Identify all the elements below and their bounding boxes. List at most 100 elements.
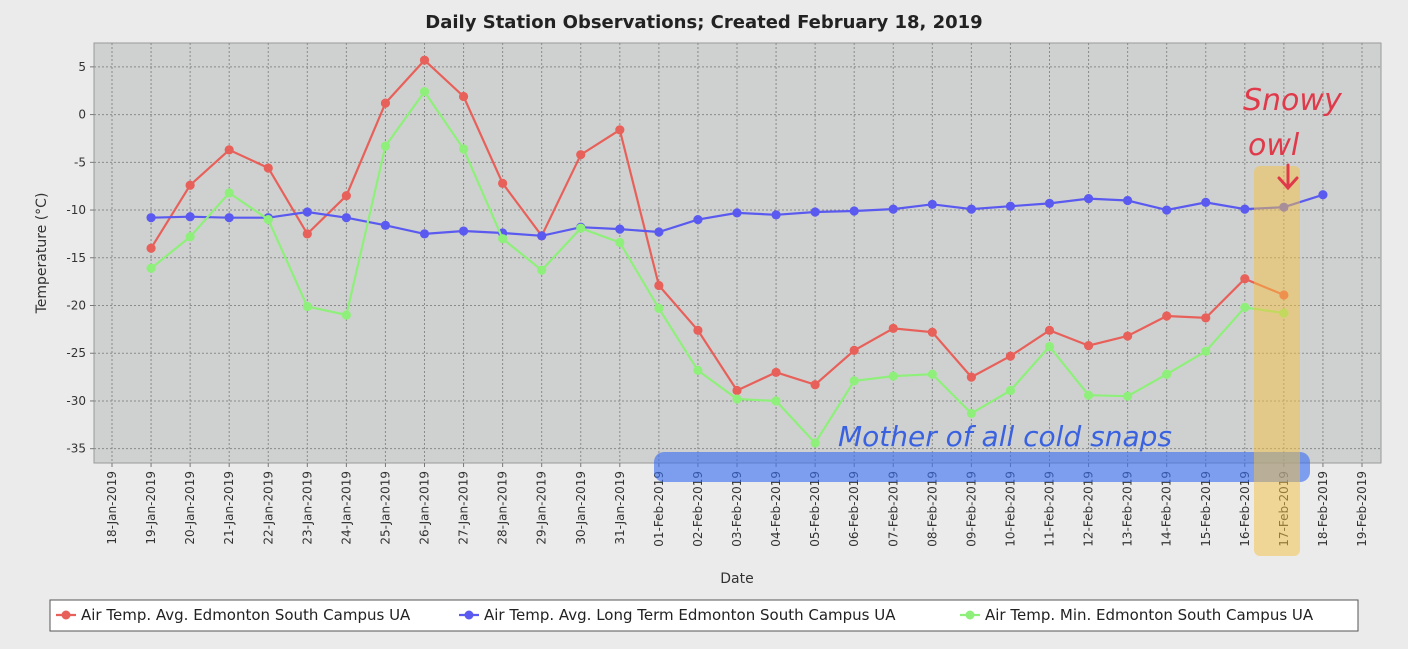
data-point: [1240, 302, 1250, 313]
data-point: [576, 150, 586, 160]
x-tick-label: 18-Jan-2019: [105, 471, 119, 545]
y-axis-label: Temperature (°C): [34, 193, 50, 315]
data-point: [654, 303, 664, 313]
x-tick-label: 20-Jan-2019: [183, 471, 197, 545]
x-tick-label: 14-Feb-2019: [1160, 471, 1174, 547]
legend: Air Temp. Avg. Edmonton South Campus UA A…: [56, 606, 1314, 624]
data-point: [849, 345, 859, 355]
legend-label: Air Temp. Min. Edmonton South Campus UA: [985, 606, 1314, 624]
data-point: [146, 213, 156, 223]
data-point: [654, 227, 664, 237]
data-point: [1083, 193, 1094, 204]
x-tick-label: 15-Feb-2019: [1199, 471, 1213, 547]
data-point: [1123, 331, 1133, 341]
x-tick-label: 04-Feb-2019: [769, 471, 783, 547]
data-point: [380, 98, 391, 108]
data-point: [771, 367, 781, 377]
data-point: [1240, 204, 1250, 214]
x-tick-label: 27-Jan-2019: [457, 471, 471, 545]
data-point: [771, 396, 781, 406]
data-point: [341, 310, 351, 320]
annotation-snowy: Snowy: [1243, 83, 1343, 118]
x-tick-label: 02-Feb-2019: [691, 471, 705, 547]
x-tick-label: 22-Jan-2019: [261, 471, 275, 545]
data-point: [341, 191, 351, 201]
x-tick-label: 19-Feb-2019: [1355, 471, 1369, 547]
data-point: [1240, 274, 1250, 284]
data-point: [732, 208, 742, 218]
data-point: [1201, 197, 1211, 208]
chart-title: Daily Station Observations; Created Febr…: [425, 12, 982, 33]
data-point: [380, 220, 391, 230]
data-point: [927, 199, 937, 209]
y-tick-label: -30: [66, 394, 86, 408]
data-point: [693, 365, 703, 376]
data-point: [224, 213, 234, 223]
series-1: [146, 190, 1328, 241]
data-point: [1083, 390, 1094, 400]
x-tick-label: 10-Feb-2019: [1003, 471, 1017, 547]
data-point: [1162, 369, 1172, 379]
data-point: [966, 204, 976, 214]
owl-highlight: [1254, 166, 1300, 556]
x-tick-label: 07-Feb-2019: [886, 471, 900, 547]
data-point: [732, 385, 742, 396]
x-tick-label: 26-Jan-2019: [418, 471, 432, 545]
data-point: [1044, 325, 1055, 335]
data-point: [1083, 340, 1094, 351]
data-point: [380, 141, 391, 151]
data-point: [498, 178, 508, 188]
x-tick-label: 28-Jan-2019: [496, 471, 510, 545]
y-tick-label: -10: [66, 203, 86, 217]
x-tick-label: 08-Feb-2019: [925, 471, 939, 547]
data-point: [888, 371, 898, 381]
data-point: [1005, 201, 1016, 211]
data-point: [537, 231, 547, 241]
data-point: [1201, 313, 1211, 323]
data-point: [458, 91, 469, 102]
data-point: [302, 301, 312, 312]
x-tick-label: 19-Jan-2019: [144, 471, 158, 545]
annotation-cold-snap: Mother of all cold snaps: [838, 420, 1172, 453]
data-point: [615, 125, 625, 135]
x-tick-label: 25-Jan-2019: [378, 471, 392, 545]
data-point: [146, 263, 156, 273]
y-tick-label: -5: [74, 155, 86, 169]
x-axis-label: Date: [720, 571, 753, 587]
data-point: [615, 224, 625, 234]
x-tick-label: 09-Feb-2019: [964, 471, 978, 547]
x-tick-label: 24-Jan-2019: [339, 471, 353, 545]
data-point: [888, 323, 898, 334]
legend-box: [49, 599, 1359, 632]
x-tick-label: 11-Feb-2019: [1043, 471, 1057, 547]
series: [146, 55, 1328, 448]
data-point: [1162, 205, 1172, 215]
x-tick-label: 18-Feb-2019: [1316, 471, 1330, 547]
data-point: [849, 206, 859, 216]
x-tick-label: 13-Feb-2019: [1121, 471, 1135, 547]
y-tick-label: -20: [66, 299, 86, 313]
owl-arrow: [1277, 163, 1299, 191]
data-point: [185, 212, 195, 222]
data-point: [1318, 190, 1328, 200]
data-point: [224, 145, 234, 155]
legend-item: Air Temp. Avg. Edmonton South Campus UA: [56, 606, 411, 624]
x-tick-label: 12-Feb-2019: [1082, 471, 1096, 547]
legend-item: Air Temp. Min. Edmonton South Campus UA: [960, 606, 1314, 624]
data-point: [654, 280, 664, 291]
data-point: [1005, 385, 1016, 396]
legend-swatch-marker: [61, 610, 71, 620]
legend-swatch-marker: [965, 610, 975, 620]
y-tick-label: -25: [66, 346, 86, 360]
data-point: [302, 207, 312, 217]
y-tick-label: 0: [78, 108, 86, 122]
data-point: [185, 232, 195, 242]
data-point: [263, 163, 273, 173]
data-point: [693, 325, 703, 335]
series-2: [146, 87, 1289, 448]
legend-swatch-marker: [464, 610, 474, 620]
series-line: [150, 58, 1285, 392]
data-point: [419, 87, 430, 97]
data-point: [458, 144, 469, 154]
x-tick-label: 16-Feb-2019: [1238, 471, 1252, 547]
